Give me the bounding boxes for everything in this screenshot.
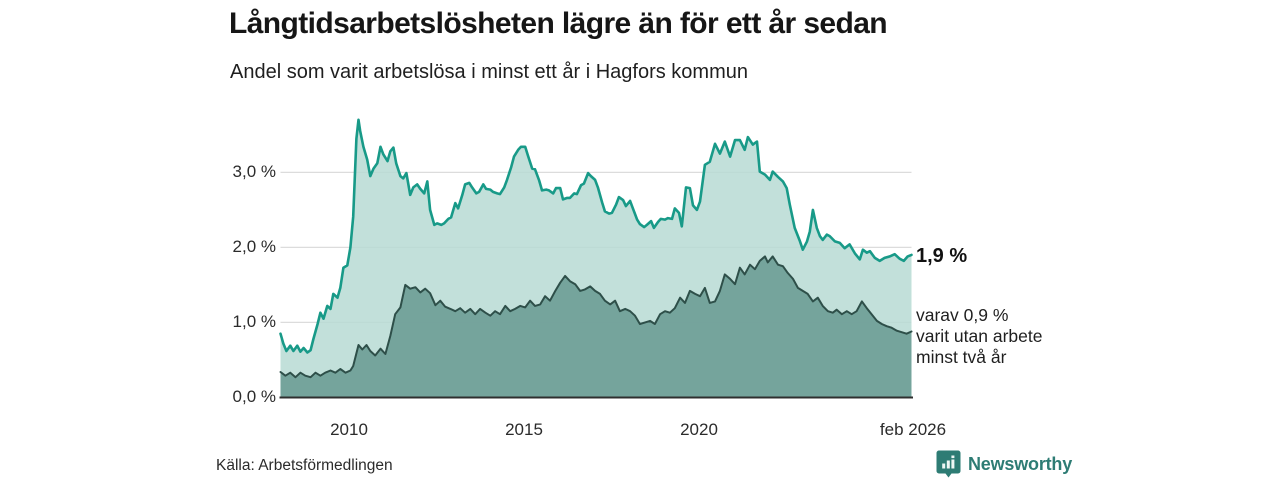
y-axis-tick-label: 0,0 %	[232, 387, 276, 406]
chart-subtitle: Andel som varit arbetslösa i minst ett å…	[230, 61, 748, 83]
source-note: Källa: Arbetsförmedlingen	[216, 457, 393, 474]
x-axis-tick-label: 2020	[680, 420, 718, 439]
newsworthy-bubble-chart-icon	[936, 450, 961, 478]
y-axis-tick-label: 2,0 %	[232, 237, 276, 256]
brand-logo: Newsworthy	[936, 450, 1072, 478]
series-annotation: varav 0,9 % varit utan arbete minst två …	[916, 305, 1043, 367]
y-axis-tick-label: 3,0 %	[232, 162, 276, 181]
x-axis-tick-label: 2015	[505, 420, 543, 439]
y-axis-tick-label: 1,0 %	[232, 312, 276, 331]
x-axis-tick-label: feb 2026	[879, 420, 947, 439]
x-axis-tick-label: 2010	[330, 420, 368, 439]
page-title: Långtidsarbetslösheten lägre än för ett …	[229, 7, 888, 40]
brand-name: Newsworthy	[968, 453, 1073, 474]
series-end-value-label: 1,9 %	[916, 245, 968, 267]
